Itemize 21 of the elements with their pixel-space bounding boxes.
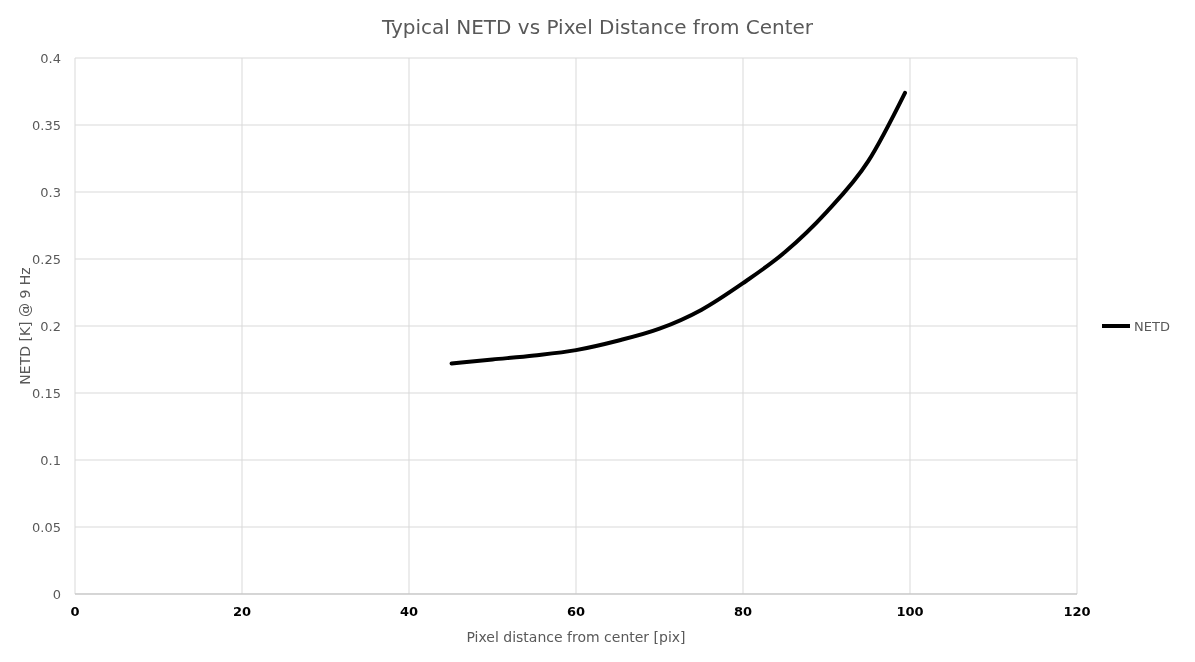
x-axis-title: Pixel distance from center [pix] <box>466 629 686 645</box>
y-tick-label: 0.35 <box>32 117 61 133</box>
x-tick-label: 20 <box>232 604 252 619</box>
x-tick-label: 60 <box>566 604 586 619</box>
y-tick-label: 0.4 <box>40 50 61 66</box>
y-tick-label: 0.05 <box>32 519 61 535</box>
y-tick-label: 0.25 <box>32 251 61 267</box>
y-tick-label: 0.3 <box>40 184 61 200</box>
x-tick-label: 120 <box>1063 604 1091 619</box>
y-tick-label: 0 <box>52 586 61 602</box>
legend-label: NETD <box>1134 318 1170 334</box>
y-tick-label: 0.2 <box>40 318 61 334</box>
y-axis-title: NETD [K] @ 9 Hz <box>17 267 33 385</box>
chart-title: Typical NETD vs Pixel Distance from Center <box>380 15 814 39</box>
x-tick-label: 40 <box>399 604 419 619</box>
x-tick-label: 80 <box>733 604 753 619</box>
line-series <box>449 90 907 366</box>
x-tick-label: 100 <box>896 604 924 619</box>
y-tick-label: 0.15 <box>32 385 61 401</box>
x-tick-label: 0 <box>70 604 80 619</box>
y-tick-label: 0.1 <box>40 452 61 468</box>
